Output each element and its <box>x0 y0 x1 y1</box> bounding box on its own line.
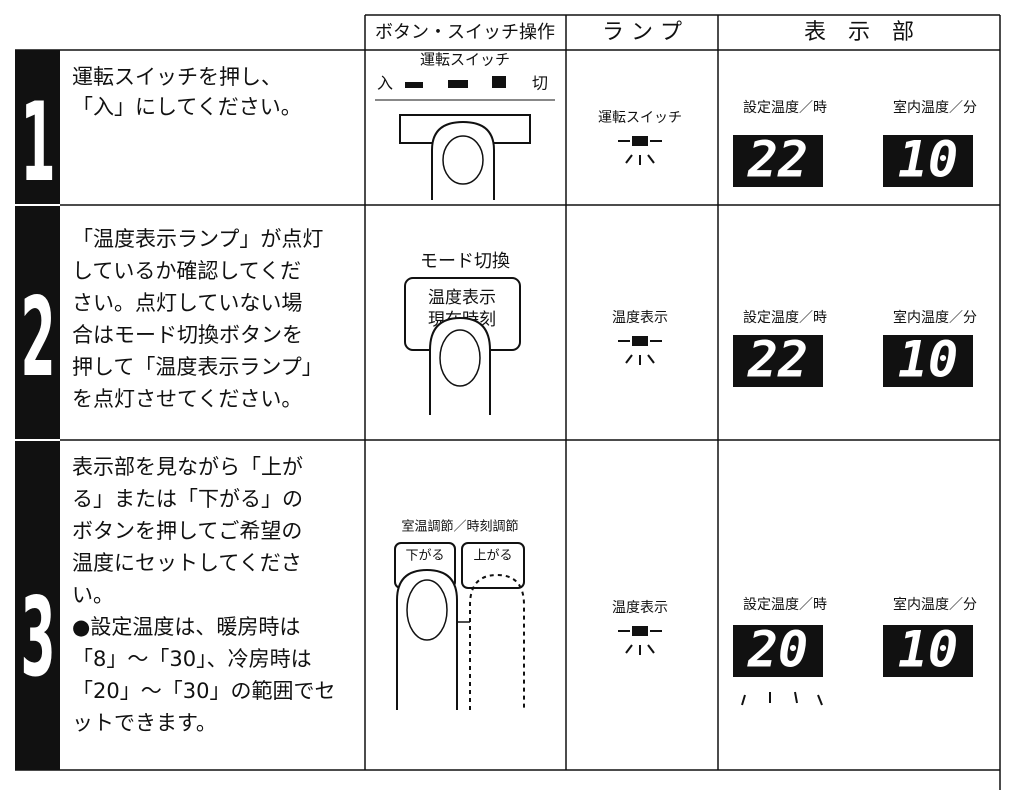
display-label: 室内温度／分 <box>893 309 977 326</box>
switch-illustration <box>375 76 555 200</box>
lamp-ray <box>647 354 655 364</box>
button-label: 上がる <box>473 549 512 564</box>
button-title: 室温調節／時刻調節 <box>401 519 518 535</box>
column-header: ラ ン プ <box>602 20 682 45</box>
switch-label: 入 <box>377 74 393 93</box>
table-grid <box>15 14 1001 790</box>
lamp-label: 運転スイッチ <box>598 110 682 126</box>
instruction-line: 温度にセットしてくださ <box>72 551 302 575</box>
step-number: 2 <box>20 275 55 402</box>
instruction-line: さい。点灯していない場 <box>72 291 302 315</box>
lamp <box>632 626 648 636</box>
instruction-line: 合はモード切換ボタンを <box>72 323 303 347</box>
instruction-line: 表示部を見ながら「上が <box>72 455 303 479</box>
column-header: 表 示 部 <box>804 20 914 45</box>
display-digits: 22 <box>747 331 808 389</box>
display-label: 設定温度／時 <box>743 597 827 613</box>
column-header: ボタン・スイッチ操作 <box>375 22 555 43</box>
note-line: ●設定温度は、暖房時は <box>72 615 300 639</box>
display-panel <box>883 625 973 677</box>
lamp-ray <box>625 644 633 654</box>
step-number: 3 <box>20 575 55 702</box>
button-title: 運転スイッチ <box>420 51 510 69</box>
lamp-label: 温度表示 <box>612 600 668 616</box>
lamp <box>632 136 648 146</box>
display-digits: 10 <box>898 131 958 189</box>
instruction-line: 押して「温度表示ランプ」 <box>72 355 323 379</box>
display-panel <box>733 625 823 677</box>
lamp-ray <box>625 354 633 364</box>
lamp-ray <box>625 154 633 164</box>
blink-mark <box>741 694 746 706</box>
lamp <box>632 336 648 346</box>
lamp-label: 温度表示 <box>612 310 668 326</box>
finger <box>396 568 525 710</box>
display-label: 室内温度／分 <box>893 596 977 613</box>
display-panel <box>733 135 823 187</box>
instruction-line: しているか確認してくだ <box>72 259 301 283</box>
note-line: ットできます。 <box>72 711 217 735</box>
finger <box>429 316 491 415</box>
instruction-line: 運転スイッチを押し、 <box>72 65 282 89</box>
lamp-ray <box>647 644 655 654</box>
display-label: 設定温度／時 <box>743 100 827 116</box>
display-label: 設定温度／時 <box>743 310 827 326</box>
display-digits: 20 <box>747 621 808 679</box>
instruction-line: い。 <box>72 583 114 607</box>
blink-mark <box>817 694 823 706</box>
instruction-line: ボタンを押してご希望の <box>72 519 302 543</box>
button-title: モード切換 <box>420 251 510 272</box>
display-digits: 10 <box>898 331 958 389</box>
button-label: 下がる <box>405 549 444 564</box>
instruction-line: る」または「下がる」の <box>72 487 303 511</box>
instruction-line: 「温度表示ランプ」が点灯 <box>72 227 323 251</box>
step-number: 1 <box>20 80 55 207</box>
note-line: 「8」～「30」、冷房時は <box>72 647 312 671</box>
button-label: 温度表示 <box>428 288 496 308</box>
switch-label: 切 <box>532 74 548 93</box>
instruction-line: 「入」にしてください。 <box>72 95 302 119</box>
instruction-line: を点灯させてください。 <box>72 387 302 411</box>
display-panel <box>883 135 973 187</box>
display-digits: 22 <box>747 131 808 189</box>
instructions: 運転スイッチを押し、「入」にしてください。「温度表示ランプ」が点灯しているか確認… <box>72 65 335 735</box>
display-panel <box>883 335 973 387</box>
blink-mark <box>794 691 798 704</box>
note-line: 「20」～「30」の範囲でセ <box>72 679 335 703</box>
display-panel <box>733 335 823 387</box>
display-digits: 10 <box>898 621 958 679</box>
display-label: 室内温度／分 <box>893 99 977 116</box>
lamp-ray <box>647 154 655 164</box>
